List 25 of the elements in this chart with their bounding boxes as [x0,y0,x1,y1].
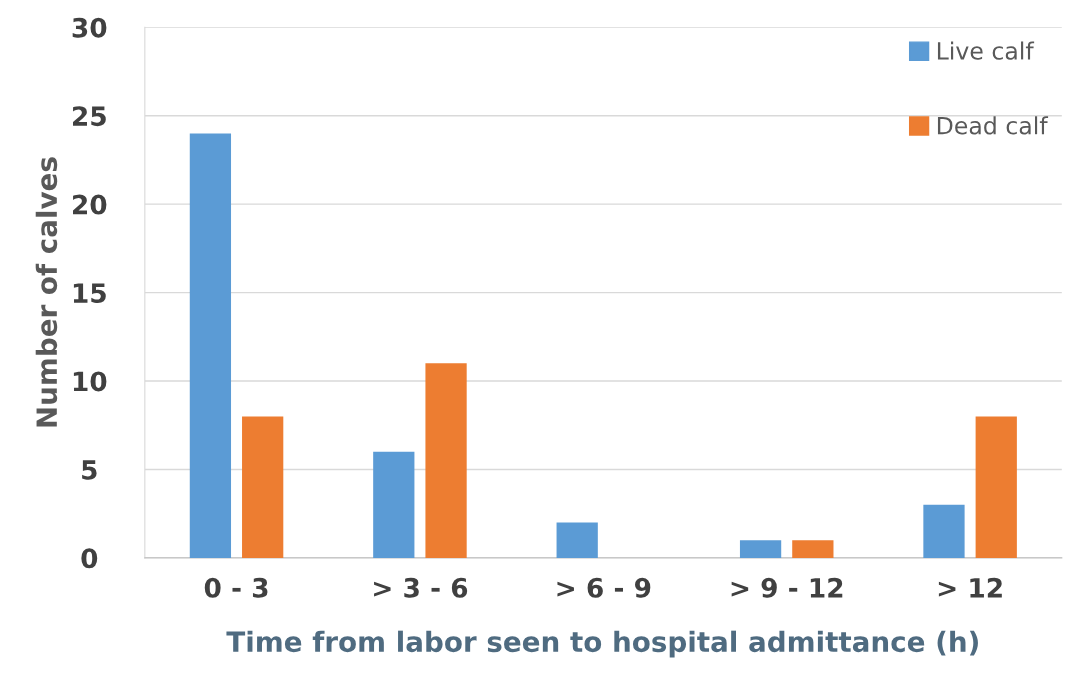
y-tick-label: 30 [72,17,107,38]
bar [189,133,232,558]
x-axis-title: Time from labor seen to hospital admittance (h) [226,630,978,658]
bar [373,451,415,558]
bar [792,540,834,558]
y-tick-label: 10 [73,371,107,392]
y-tick-label: 5 [82,460,97,480]
bar [425,363,467,558]
x-tick-label: > 9 - 12 [731,577,843,598]
bar [242,416,284,558]
x-tick-label: > 3 - 6 [374,577,468,598]
y-tick-label: 20 [73,194,107,215]
bar [739,540,782,558]
y-axis-title: Number of calves [35,157,58,427]
y-tick-label: 25 [73,106,106,127]
y-tick-label: 15 [73,283,106,303]
bar [923,504,965,558]
y-tick-label: 0 [81,548,98,569]
x-tick-label: 0 - 3 [204,577,268,598]
x-tick-label: > 12 [938,577,1002,598]
bar [556,522,598,558]
legend-label: Dead calf [937,116,1049,135]
x-tick-label: > 6 - 9 [557,577,651,598]
bar [975,416,1017,558]
legend-label: Live calf [937,41,1035,60]
